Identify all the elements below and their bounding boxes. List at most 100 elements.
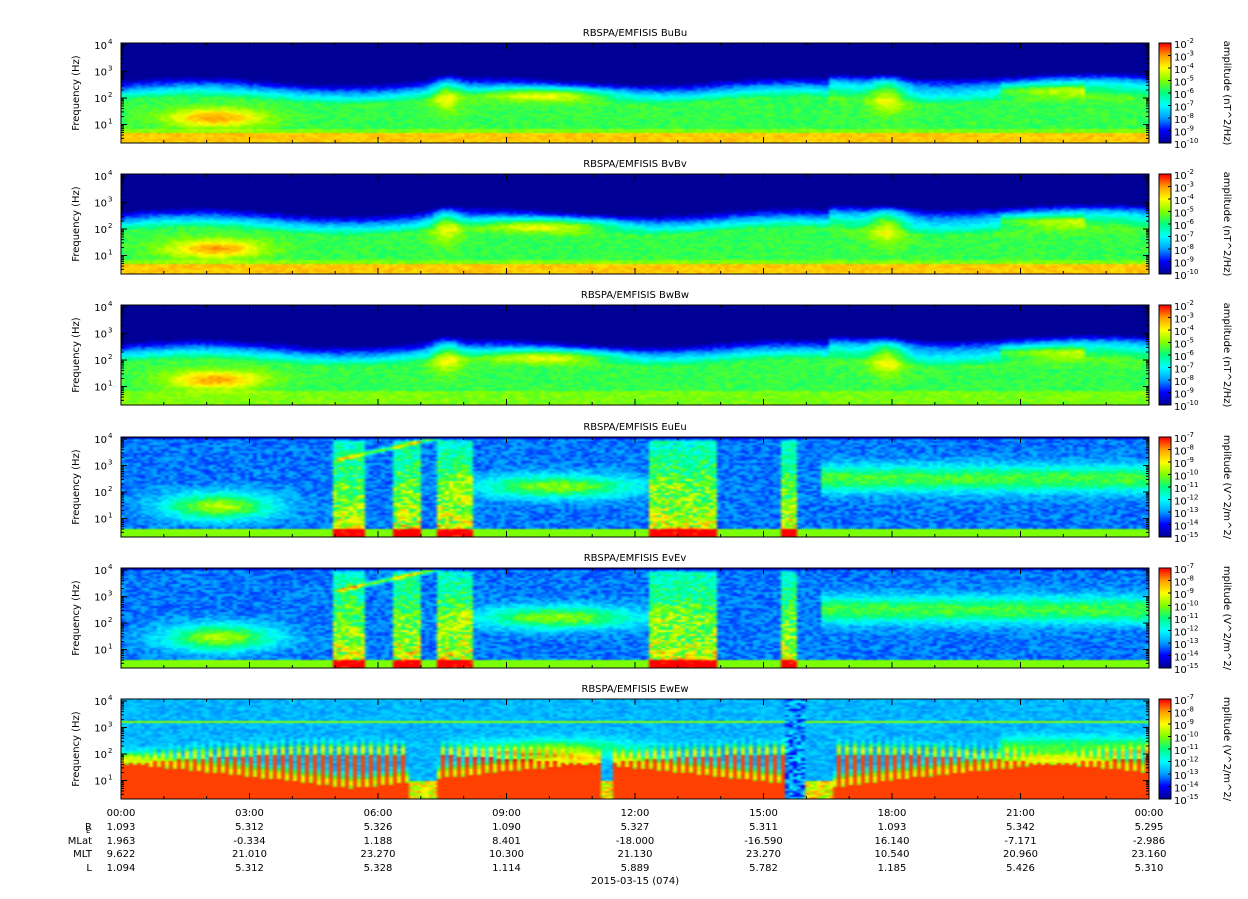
ephemeris-value: 1.963 [107, 836, 136, 847]
colorbar-tick-label: 10 [1174, 784, 1187, 795]
colorbar-label: amplitude (nT^2/Hz) [1221, 41, 1232, 146]
colorbar-tick-label: 10 [1174, 447, 1187, 458]
ephemeris-value: 1.185 [878, 863, 907, 874]
y-tick-label: 10 [94, 776, 107, 787]
colorbar: 10-210-310-410-510-610-710-810-910-10 amp… [1158, 299, 1232, 413]
y-tick-exponent: 1 [108, 773, 112, 781]
colorbar-tick-label: 10 [1174, 246, 1187, 257]
colorbar-tick-label: 10 [1174, 534, 1187, 545]
colorbar-tick-exponent: -3 [1187, 312, 1194, 320]
y-tick-label: 10 [94, 697, 107, 708]
y-tick-label: 10 [94, 645, 107, 656]
y-tick-exponent: 3 [108, 459, 112, 467]
colorbar-tick-exponent: -8 [1187, 706, 1194, 714]
colorbar-label: amplitude (nT^2/Hz) [1221, 172, 1232, 277]
y-axis-label: Frequency (Hz) [71, 186, 82, 262]
ephemeris-value: 21.130 [618, 849, 653, 860]
colorbar-tick-exponent: -7 [1187, 231, 1194, 239]
colorbar-tick-label: 10 [1174, 315, 1187, 326]
y-tick-label: 10 [94, 593, 107, 604]
colorbar-tick-exponent: -12 [1187, 756, 1198, 764]
y-axis-label: Frequency (Hz) [71, 55, 82, 131]
colorbar-tick-label: 10 [1174, 221, 1187, 232]
colorbar-tick-exponent: -8 [1187, 243, 1194, 251]
colorbar-tick-exponent: -4 [1187, 62, 1195, 70]
x-tick-label: 06:00 [364, 808, 393, 819]
colorbar-tick-exponent: -9 [1187, 256, 1194, 264]
y-axis-label: Frequency (Hz) [71, 711, 82, 787]
panel-title: RBSPA/EMFISIS BvBv [583, 159, 687, 170]
colorbar-tick-label: 10 [1174, 434, 1187, 445]
colorbar-tick-label: 10 [1174, 140, 1187, 151]
spectrogram-image [121, 437, 1149, 537]
colorbar-tick-exponent: -7 [1187, 562, 1194, 570]
colorbar-tick-exponent: -13 [1187, 637, 1198, 645]
colorbar-tick-exponent: -7 [1187, 362, 1194, 370]
colorbar-tick-label: 10 [1174, 271, 1187, 282]
colorbar-tick-exponent: -12 [1187, 625, 1198, 633]
colorbar-label: mplitude (V^2/m^2/ [1221, 697, 1232, 802]
y-tick-label: 10 [94, 41, 107, 52]
ephemeris-row-label: L [86, 863, 92, 874]
panel-title: RBSPA/EMFISIS EvEv [584, 553, 687, 564]
y-tick-exponent: 3 [108, 721, 112, 729]
colorbar-tick-exponent: -7 [1187, 100, 1194, 108]
x-tick-label: 15:00 [749, 808, 778, 819]
colorbar-tick-exponent: -6 [1187, 218, 1195, 226]
y-tick-exponent: 4 [108, 300, 113, 308]
colorbar: 10-210-310-410-510-610-710-810-910-10 amp… [1158, 37, 1232, 151]
colorbar-tick-exponent: -13 [1187, 506, 1198, 514]
colorbar-label: mplitude (V^2/m^2/ [1221, 566, 1232, 671]
y-tick-exponent: 4 [108, 694, 113, 702]
spectrogram-image [121, 699, 1149, 799]
ephemeris-value: -7.171 [1004, 836, 1036, 847]
y-tick-exponent: 1 [108, 642, 112, 650]
x-tick-label: 09:00 [492, 808, 521, 819]
y-tick-exponent: 3 [108, 327, 112, 335]
y-tick-exponent: 2 [108, 91, 112, 99]
colorbar-tick-label: 10 [1174, 590, 1187, 601]
ephemeris-value: 5.327 [621, 822, 650, 833]
ephemeris-value: -2.986 [1133, 836, 1165, 847]
ephemeris-row-label: MLT [73, 849, 93, 860]
colorbar-tick-label: 10 [1174, 171, 1187, 182]
colorbar-tick-exponent: -6 [1187, 349, 1195, 357]
x-tick-label: 12:00 [621, 808, 650, 819]
colorbar-tick-label: 10 [1174, 340, 1187, 351]
colorbar-tick-label: 10 [1174, 759, 1187, 770]
colorbar-tick-exponent: -4 [1187, 193, 1195, 201]
colorbar-tick-label: 10 [1174, 746, 1187, 757]
colorbar-tick-label: 10 [1174, 484, 1187, 495]
colorbar-tick-exponent: -2 [1187, 168, 1194, 176]
y-tick-label: 10 [94, 724, 107, 735]
ephemeris-value: 20.960 [1003, 849, 1038, 860]
colorbar-tick-label: 10 [1174, 459, 1187, 470]
x-tick-label: 21:00 [1006, 808, 1035, 819]
colorbar-tick-label: 10 [1174, 327, 1187, 338]
colorbar-tick-exponent: -15 [1187, 793, 1198, 801]
ephemeris-value: 9.622 [107, 849, 136, 860]
date-label: 2015-03-15 (074) [591, 876, 679, 887]
ephemeris-row-label: MLat [68, 836, 92, 847]
y-tick-exponent: 2 [108, 222, 112, 230]
colorbar-tick-label: 10 [1174, 509, 1187, 520]
x-tick-label: 00:00 [107, 808, 136, 819]
colorbar-tick-label: 10 [1174, 352, 1187, 363]
colorbar-tick-label: 10 [1174, 578, 1187, 589]
y-tick-exponent: 1 [108, 117, 112, 125]
ephemeris-value: 1.090 [492, 822, 521, 833]
colorbar-tick-exponent: -11 [1187, 481, 1198, 489]
y-tick-exponent: 4 [108, 563, 113, 571]
colorbar-tick-label: 10 [1174, 522, 1187, 533]
ephemeris-value: 1.188 [364, 836, 393, 847]
colorbar-tick-exponent: -14 [1187, 781, 1199, 789]
colorbar-tick-label: 10 [1174, 103, 1187, 114]
ephemeris-value: 1.094 [107, 863, 136, 874]
